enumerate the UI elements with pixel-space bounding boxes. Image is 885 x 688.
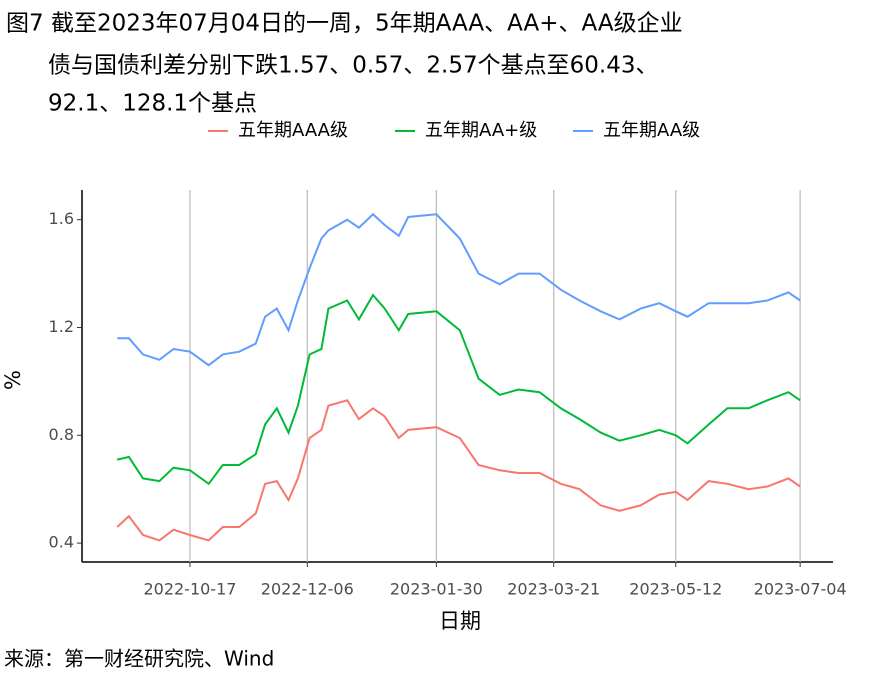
y-tick-label: 0.4: [49, 533, 74, 552]
line-series: [116, 399, 801, 542]
legend-label: 五年期AA+级: [425, 120, 537, 141]
y-axis-title: %: [1, 370, 25, 390]
y-tick-label: 0.8: [49, 425, 74, 444]
chart-title: 债与国债利差分别下跌1.57、0.57、2.57个基点至60.43、: [48, 53, 658, 79]
legend-label: 五年期AAA级: [238, 120, 348, 141]
y-tick-label: 1.2: [49, 317, 74, 336]
x-tick-label: 2023-01-30: [390, 580, 483, 599]
line-series: [116, 293, 801, 486]
chart-title: 图7 截至2023年07月04日的一周，5年期AAA、AA+、AA级企业: [6, 11, 683, 37]
source: 来源：第一财经研究院、Wind: [4, 647, 274, 671]
chart-title: 92.1、128.1个基点: [48, 91, 257, 117]
x-tick-label: 2023-05-12: [629, 580, 722, 599]
x-tick-label: 2023-03-21: [507, 580, 600, 599]
x-tick-label: 2022-10-17: [143, 580, 236, 599]
legend-label: 五年期AA级: [603, 120, 700, 141]
line-series: [117, 212, 801, 367]
y-tick-label: 1.6: [49, 209, 74, 228]
x-tick-label: 2023-07-04: [754, 580, 847, 599]
x-axis-title: 日期: [439, 609, 481, 633]
x-tick-label: 2022-12-06: [261, 580, 354, 599]
